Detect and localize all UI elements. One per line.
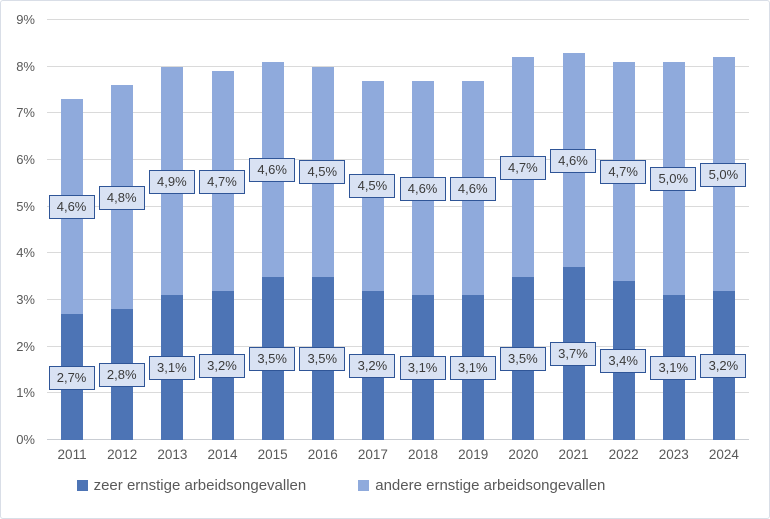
x-tick-label: 2023 — [658, 447, 689, 462]
data-labels-layer: 2,7% 4,6% 2,8% 4,8% 3,1% 4,9% 3,2% 4,7% 3,5% 4,6%… — [47, 20, 749, 440]
data-label-zeer-ernstige: 3,1% — [399, 356, 446, 381]
legend-label: andere ernstige arbeidsongevallen — [375, 477, 606, 494]
data-label-zeer-ernstige: 3,2% — [199, 353, 245, 378]
y-tick-label: 2% — [16, 338, 35, 354]
y-tick-label: 0% — [16, 432, 35, 447]
data-label-zeer-ernstige: 3,5% — [299, 346, 346, 371]
x-tick-label: 2019 — [458, 447, 489, 462]
x-tick-label: 2015 — [257, 447, 288, 462]
legend-label: zeer ernstige arbeidsongevallen — [93, 477, 307, 494]
x-tick-label: 2012 — [107, 447, 138, 462]
gridline — [47, 159, 749, 160]
data-label-zeer-ernstige: 3,1% — [650, 356, 697, 381]
y-tick-label: 5% — [16, 198, 35, 214]
y-tick-label: 8% — [16, 58, 35, 74]
x-tick-label: 2011 — [57, 447, 87, 462]
data-label-andere-ernstige: 4,6% — [550, 148, 596, 173]
y-tick-label: 3% — [16, 292, 35, 307]
x-tick-label: 2022 — [608, 447, 639, 462]
data-label-zeer-ernstige: 3,1% — [449, 356, 496, 381]
data-label-andere-ernstige: 4,6% — [399, 176, 446, 201]
data-label-zeer-ernstige: 3,4% — [600, 349, 647, 374]
gridline — [47, 205, 749, 207]
data-label-andere-ernstige: 4,6% — [48, 195, 95, 220]
data-label-andere-ernstige: 4,8% — [98, 185, 145, 210]
data-label-zeer-ernstige: 3,7% — [550, 342, 596, 367]
data-label-andere-ernstige: 4,7% — [600, 160, 647, 185]
gridline — [47, 299, 749, 300]
legend-swatch — [358, 480, 370, 491]
data-label-andere-ernstige: 4,5% — [349, 174, 396, 199]
data-label-andere-ernstige: 5,0% — [700, 162, 747, 187]
legend-item: zeer ernstige arbeidsongevallen — [76, 477, 307, 494]
data-label-andere-ernstige: 5,0% — [650, 167, 697, 192]
x-tick-label: 2024 — [708, 447, 739, 462]
gridline — [47, 65, 749, 67]
legend-item: andere ernstige arbeidsongevallen — [358, 477, 605, 494]
x-tick-label: 2016 — [307, 447, 338, 462]
x-tick-label: 2017 — [357, 447, 388, 462]
y-tick-label: 1% — [16, 385, 35, 401]
legend-swatch — [76, 480, 88, 491]
data-label-andere-ernstige: 4,6% — [249, 157, 296, 182]
y-tick-label: 6% — [16, 152, 35, 167]
y-tick-label: 9% — [16, 12, 35, 27]
x-tick-label: 2020 — [508, 447, 539, 462]
data-label-andere-ernstige: 4,7% — [199, 169, 245, 194]
gridlines — [47, 19, 749, 440]
data-label-zeer-ernstige: 2,8% — [98, 363, 145, 388]
y-axis: 0% 1% 2% 3% 4% 5% 6% 7% 8% 9% — [1, 12, 39, 447]
x-tick-label: 2013 — [157, 447, 188, 462]
data-label-andere-ernstige: 4,9% — [148, 169, 195, 194]
data-label-zeer-ernstige: 3,1% — [148, 356, 195, 381]
data-label-andere-ernstige: 4,5% — [299, 160, 346, 185]
y-tick-label: 4% — [16, 245, 35, 261]
gridline — [47, 345, 749, 347]
gridline — [47, 112, 749, 114]
gridline — [47, 252, 749, 254]
data-label-zeer-ernstige: 2,7% — [48, 365, 95, 390]
x-tick-label: 2014 — [207, 447, 238, 462]
data-label-zeer-ernstige: 3,2% — [349, 353, 396, 378]
gridline — [47, 392, 749, 394]
data-label-andere-ernstige: 4,7% — [499, 155, 546, 180]
x-axis-line — [47, 439, 749, 440]
plot-area: 2,7% 4,6% 2,8% 4,8% 3,1% 4,9% 3,2% 4,7% 3,5% 4,6%… — [47, 19, 749, 440]
data-label-andere-ernstige: 4,6% — [449, 176, 496, 201]
data-label-zeer-ernstige: 3,2% — [700, 353, 747, 378]
x-axis: 2011 2012 2013 2014 2015 2016 2017 2018 2019 2020… — [47, 446, 749, 464]
gridline — [47, 19, 749, 20]
legend: zeer ernstige arbeidsongevallen andere er… — [1, 477, 681, 494]
data-label-zeer-ernstige: 3,5% — [499, 346, 546, 371]
x-tick-label: 2021 — [558, 447, 589, 462]
x-tick-label: 2018 — [408, 447, 439, 462]
y-tick-label: 7% — [16, 105, 35, 121]
data-label-zeer-ernstige: 3,5% — [249, 346, 296, 371]
